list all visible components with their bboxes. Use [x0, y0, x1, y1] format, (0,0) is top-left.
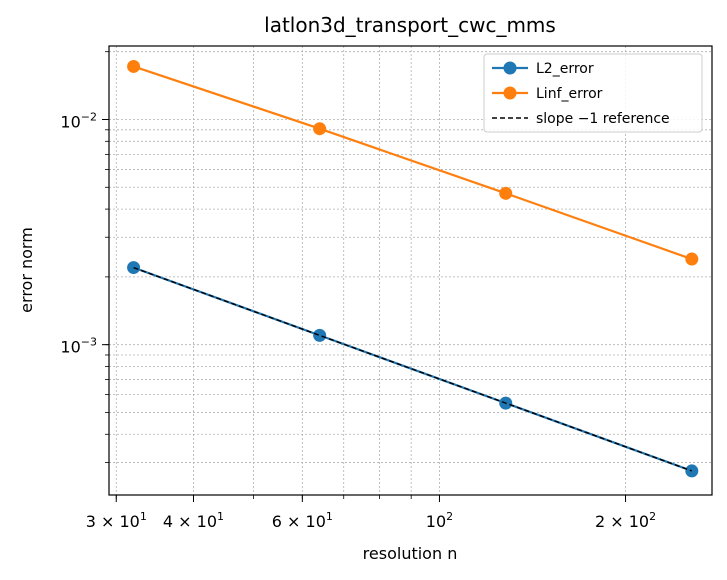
- x-tick-label: 3 × 101: [86, 510, 147, 531]
- x-tick-label-exp: 2: [446, 510, 453, 523]
- series-line-slope-1-reference: [133, 266, 693, 472]
- legend-marker: [503, 61, 517, 75]
- series-layer: [127, 59, 699, 478]
- legend-label: Linf_error: [536, 86, 603, 102]
- y-tick-label-base: 10: [60, 112, 80, 131]
- y-axis-ticks: 10−310−2: [60, 51, 109, 463]
- data-point-linf-error: [685, 252, 699, 266]
- x-tick-label-exp: 1: [326, 510, 333, 523]
- x-tick-label-exp: 1: [217, 510, 224, 523]
- x-tick-label-base: 4 × 10: [163, 512, 217, 531]
- grid: [109, 46, 712, 495]
- y-tick-label-exp: −3: [81, 336, 97, 349]
- x-tick-label: 102: [426, 510, 453, 531]
- x-tick-label-base: 6 × 10: [272, 512, 326, 531]
- data-point-l2-error: [685, 464, 699, 478]
- data-point-l2-error: [313, 328, 327, 342]
- x-tick-label-base: 2 × 10: [595, 512, 649, 531]
- y-axis-label: error norm: [17, 227, 36, 313]
- data-point-linf-error: [499, 186, 513, 200]
- plot-frame: [108, 45, 713, 496]
- data-point-linf-error: [313, 122, 327, 136]
- legend-box: [483, 53, 703, 133]
- data-point-linf-error: [127, 59, 141, 73]
- x-axis-ticks: 3 × 101 4 × 101 6 × 101 102 2 × 102: [86, 495, 656, 531]
- x-tick-label-exp: 2: [649, 510, 656, 523]
- legend-marker: [503, 86, 517, 100]
- legend-label: L2_error: [536, 61, 594, 77]
- x-tick-label: 4 × 101: [163, 510, 224, 531]
- chart-title: latlon3d_transport_cwc_mms: [264, 13, 556, 37]
- data-point-l2-error: [127, 261, 141, 275]
- legend-label: slope −1 reference: [536, 111, 670, 127]
- x-axis-label: resolution n: [363, 544, 458, 563]
- x-tick-label-base: 3 × 10: [86, 512, 140, 531]
- x-tick-label: 2 × 102: [595, 510, 656, 531]
- y-tick-label-exp: −2: [81, 110, 97, 123]
- x-tick-label-base: 10: [426, 512, 446, 531]
- x-tick-label: 6 × 101: [272, 510, 333, 531]
- y-tick-label: 10−3: [60, 336, 97, 357]
- series-line-linf-error: [133, 65, 693, 261]
- y-tick-label-base: 10: [60, 338, 80, 357]
- x-tick-label-exp: 1: [140, 510, 147, 523]
- y-tick-label: 10−2: [60, 110, 97, 131]
